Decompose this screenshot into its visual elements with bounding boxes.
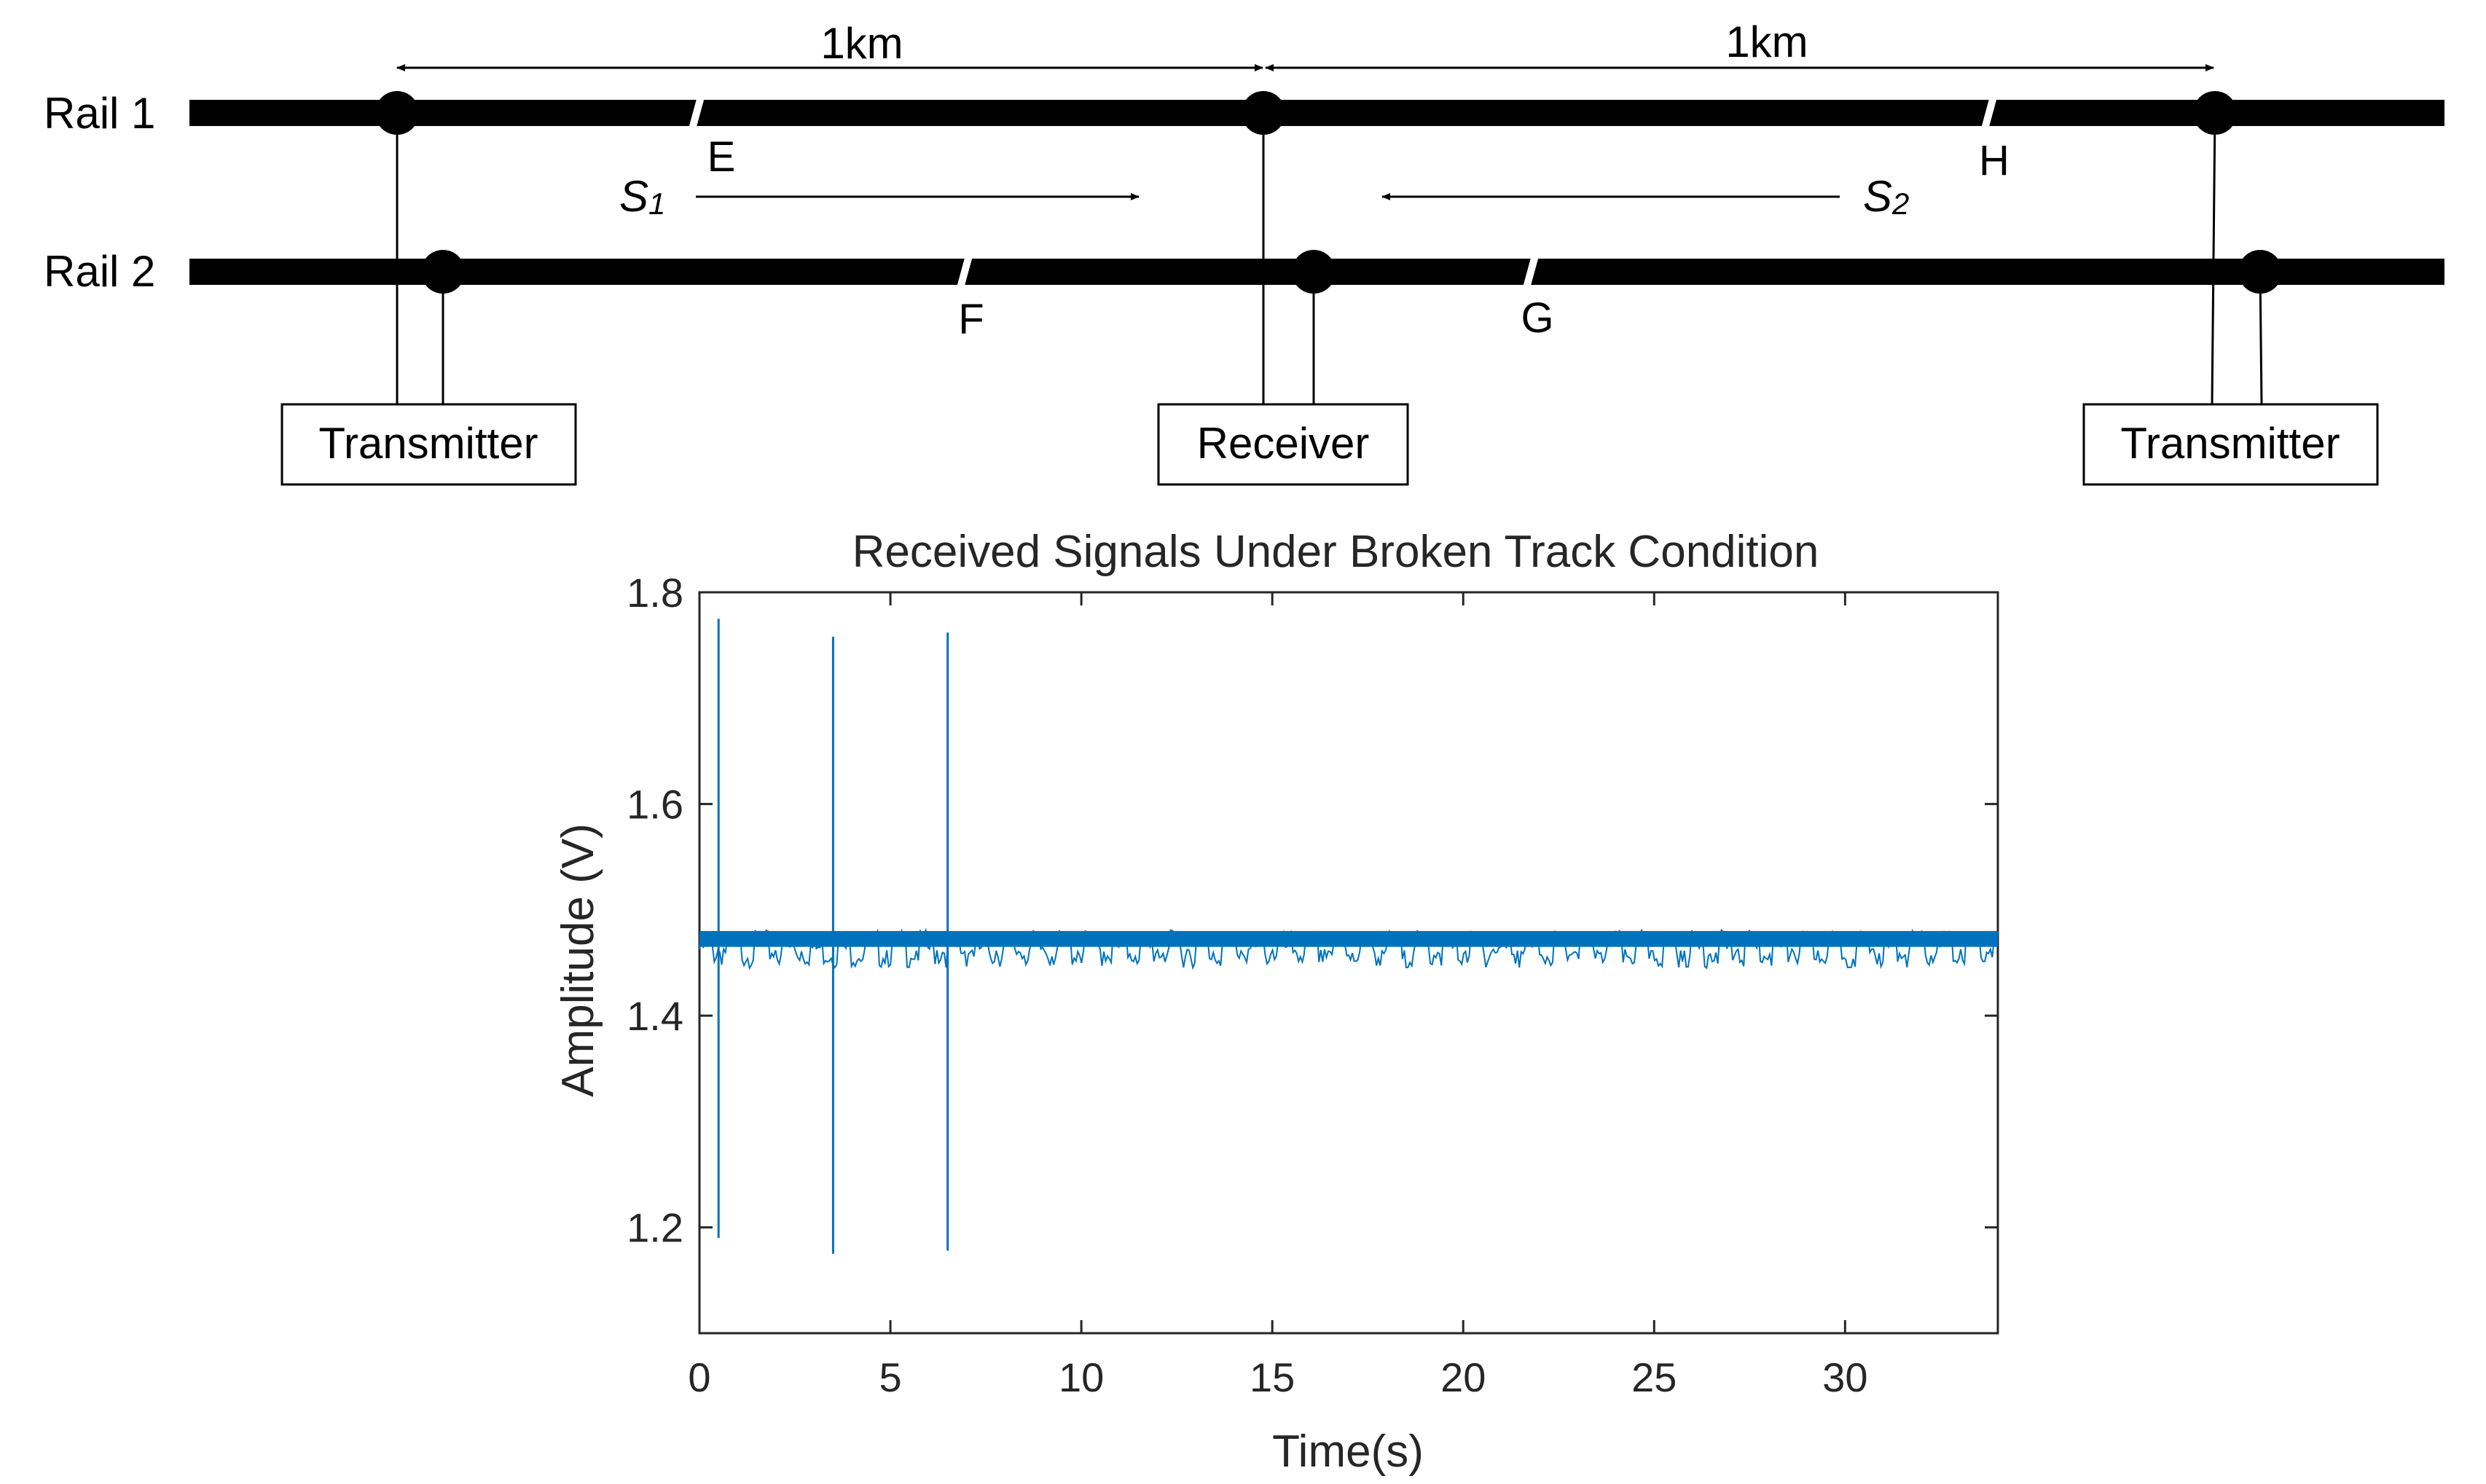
signal-s1-subscript: 1 bbox=[648, 187, 665, 221]
distance-label-right: 1km bbox=[1725, 17, 1808, 66]
contact-dot-tx-left-rail2 bbox=[421, 250, 465, 294]
x-tick-label-4: 20 bbox=[1440, 1354, 1486, 1400]
y-axis-label: Amplitude (V) bbox=[553, 823, 603, 1097]
break-e-mark bbox=[689, 95, 705, 130]
break-f-label: F bbox=[958, 296, 984, 343]
break-g-label: G bbox=[1521, 294, 1553, 342]
y-tick-label-1: 1.4 bbox=[627, 993, 683, 1039]
break-h-label: H bbox=[1979, 137, 2009, 184]
lead-tx-right-rail1 bbox=[2211, 112, 2216, 405]
rail-1-label: Rail 1 bbox=[44, 89, 155, 138]
y-tick-label-0: 1.2 bbox=[627, 1205, 683, 1251]
x-tick-label-5: 25 bbox=[1631, 1354, 1677, 1400]
x-tick-label-1: 5 bbox=[879, 1354, 901, 1400]
rail-1 bbox=[189, 100, 2444, 126]
x-tick-label-0: 0 bbox=[688, 1354, 710, 1400]
signal-s2-label: S2 bbox=[1863, 172, 1909, 221]
receiver-label: Receiver bbox=[1197, 419, 1370, 468]
signal-s2-subscript: 2 bbox=[1891, 187, 1909, 221]
x-tick-label-3: 15 bbox=[1250, 1354, 1295, 1400]
chart-title: Received Signals Under Broken Track Cond… bbox=[852, 527, 1819, 577]
contact-dot-rx-rail2 bbox=[1292, 250, 1336, 294]
contact-dot-tx-left-rail1 bbox=[375, 91, 419, 135]
y-tick-label-3: 1.8 bbox=[627, 570, 683, 616]
track-diagram: Rail 1 Rail 2 1km 1km E F G H S1 bbox=[44, 17, 2444, 486]
y-tick-label-2: 1.6 bbox=[627, 782, 683, 828]
signal-s1-label: S1 bbox=[619, 172, 665, 221]
plot-frame bbox=[698, 591, 1999, 1335]
break-h-mark bbox=[1981, 95, 1997, 130]
break-f-mark bbox=[957, 254, 973, 289]
x-axis-label: Time(s) bbox=[1272, 1426, 1424, 1477]
signal-chart: Received Signals Under Broken Track Cond… bbox=[553, 527, 1999, 1477]
transmitter-left-label: Transmitter bbox=[318, 419, 538, 468]
series-0-baseline-line bbox=[699, 927, 1999, 970]
lead-tx-right-rail2 bbox=[2259, 271, 2263, 405]
x-tick-label-6: 30 bbox=[1822, 1354, 1867, 1400]
transmitter-right-label: Transmitter bbox=[2120, 419, 2340, 468]
signal-s1-symbol: S bbox=[619, 172, 648, 221]
break-e-label: E bbox=[707, 133, 736, 181]
transmitter-right-box bbox=[2082, 403, 2379, 486]
chart-plot-area: 0 5 10 15 20 25 30 1.2 1.4 1.6 1.8 bbox=[627, 570, 1999, 1400]
contact-dot-rx-rail1 bbox=[1242, 91, 1285, 135]
transmitter-left-box bbox=[281, 403, 577, 486]
signal-s2-symbol: S bbox=[1863, 172, 1892, 221]
receiver-box bbox=[1157, 403, 1409, 486]
contact-dot-tx-right-rail1 bbox=[2193, 91, 2237, 135]
distance-label-left: 1km bbox=[820, 19, 903, 68]
x-tick-label-2: 10 bbox=[1059, 1354, 1104, 1400]
contact-dot-tx-right-rail2 bbox=[2238, 250, 2282, 294]
rail-2-label: Rail 2 bbox=[44, 247, 155, 296]
break-g-mark bbox=[1523, 254, 1539, 289]
